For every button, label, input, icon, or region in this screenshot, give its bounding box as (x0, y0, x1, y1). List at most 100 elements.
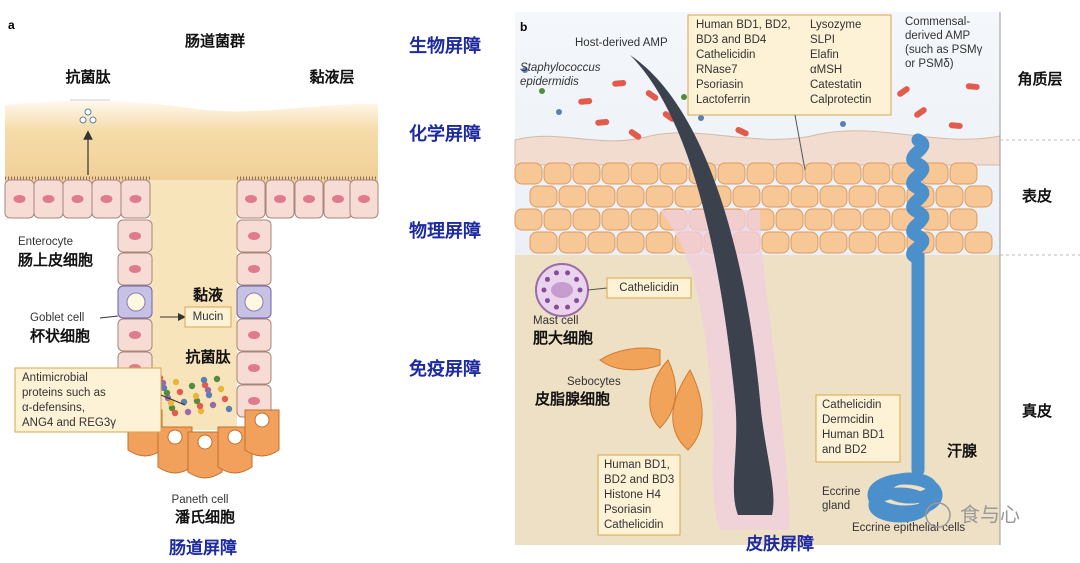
sweat-box (815, 394, 901, 463)
granule (553, 304, 559, 310)
microbes (522, 67, 980, 140)
keratinocyte (732, 185, 761, 208)
text-line: α-defensins, (22, 402, 85, 414)
mast-box (606, 277, 692, 299)
amp-dot (225, 405, 233, 413)
amp-label: 抗菌肽 (185, 348, 231, 366)
granule (544, 298, 550, 304)
sweat-duct (906, 133, 930, 477)
caption: 皮肤屏障 (746, 533, 814, 553)
staph-label: Staphylococcus epidermidis (520, 62, 601, 88)
amp-dot (209, 401, 217, 409)
sebocyte-box-text: Human BD1, BD2 and BD3 Histone H4 Psoriasin… (604, 459, 674, 531)
keratinocyte (616, 231, 645, 254)
nucleus (358, 195, 370, 203)
layer-label: 角质层 (1017, 70, 1062, 88)
granule (227, 429, 243, 445)
keratinocyte (848, 185, 877, 208)
text-line: (such as PSMγ (905, 44, 983, 56)
mucin-box (184, 306, 232, 328)
goblet-en: Goblet cell (30, 312, 84, 324)
enterocyte-en: Enterocyte (18, 236, 73, 248)
text-line: Cathelicidin (604, 519, 663, 531)
microbe (539, 88, 545, 94)
hair (630, 55, 774, 515)
mast-box-text: Cathelicidin (619, 282, 678, 294)
barrier-label: 免疫屏障 (409, 358, 481, 379)
paneth-cell (217, 426, 253, 474)
amp-dot (201, 381, 209, 389)
enterocyte-zh: 肠上皮细胞 (18, 251, 93, 269)
nucleus (245, 195, 257, 203)
sweat-box-text: Cathelicidin Dermcidin Human BD1 and BD2 (822, 399, 885, 456)
nucleus (303, 195, 315, 203)
amp-dot (176, 388, 184, 396)
keratinocyte (804, 162, 833, 185)
keratinocyte (630, 162, 659, 185)
microbe (578, 98, 593, 105)
text-line: Human BD1 (822, 429, 885, 441)
microbe (735, 126, 749, 137)
mast-granules (541, 270, 583, 310)
keratinocyte (572, 208, 601, 231)
text-line: Human BD1, BD2, (696, 19, 791, 31)
leader (160, 394, 186, 406)
sebaceous-gland (599, 347, 661, 371)
amp-dot (89, 116, 97, 124)
keratinocyte (543, 208, 572, 231)
keratinocyte (630, 208, 659, 231)
keratinocyte (877, 185, 906, 208)
text-line: gland (822, 500, 850, 512)
text-line: Lactoferrin (696, 94, 750, 106)
keratinocyte (529, 185, 558, 208)
sebaceous-gland (672, 369, 703, 451)
text-line: Human BD1, (604, 459, 670, 471)
keratinocyte (935, 185, 964, 208)
barrier-label: 物理屏障 (409, 220, 481, 241)
amp-list: Human BD1, BD2, BD3 and BD4 Cathelicidin RN… (696, 19, 791, 106)
text-line: Commensal- (905, 16, 970, 28)
amp-dot (184, 408, 192, 416)
amp-box-text: Antimicrobial proteins such as α-defensins… (22, 372, 116, 429)
keratinocyte (761, 231, 790, 254)
microbe (645, 90, 659, 101)
mucus-layer (5, 100, 378, 185)
leader (794, 114, 806, 171)
nucleus (129, 232, 141, 240)
amp-list: Lysozyme SLPI Elafin αMSH Catestatin Calprote… (810, 19, 871, 106)
text-line: proteins such as (22, 387, 106, 399)
keratinocyte (833, 162, 862, 185)
text-line: αMSH (810, 64, 842, 76)
keratinocyte (964, 185, 993, 208)
granule (574, 276, 580, 282)
nucleus (248, 331, 260, 339)
granule (544, 276, 550, 282)
caption: 肠道屏障 (169, 537, 237, 557)
keratinocyte (935, 231, 964, 254)
amp-dot (196, 402, 204, 410)
microbe (556, 109, 562, 115)
keratinocyte (674, 185, 703, 208)
keratinocyte (804, 208, 833, 231)
microbe (628, 129, 642, 140)
nucleus (274, 195, 286, 203)
amp-dot (171, 409, 179, 417)
layer-label: 表皮 (1022, 187, 1052, 205)
amp-dot (84, 108, 92, 116)
text-line: ANG4 and REG3γ (22, 417, 116, 429)
goblet-zh: 杯状细胞 (30, 327, 90, 345)
amp-list-box (687, 14, 892, 116)
text-line: Staphylococcus (520, 62, 601, 74)
nucleus (129, 265, 141, 273)
microbe (914, 107, 927, 118)
leader (99, 315, 119, 319)
mast-nucleus (551, 282, 573, 298)
mast-zh: 肥大细胞 (533, 329, 593, 347)
keratinocyte (601, 208, 630, 231)
panel-a: a 肠道菌群 抗菌肽 黏液层 Enterocyte 肠上皮细胞 Goblet c… (4, 18, 379, 557)
granule (541, 287, 547, 293)
microbe (965, 83, 980, 90)
nucleus (100, 195, 113, 203)
